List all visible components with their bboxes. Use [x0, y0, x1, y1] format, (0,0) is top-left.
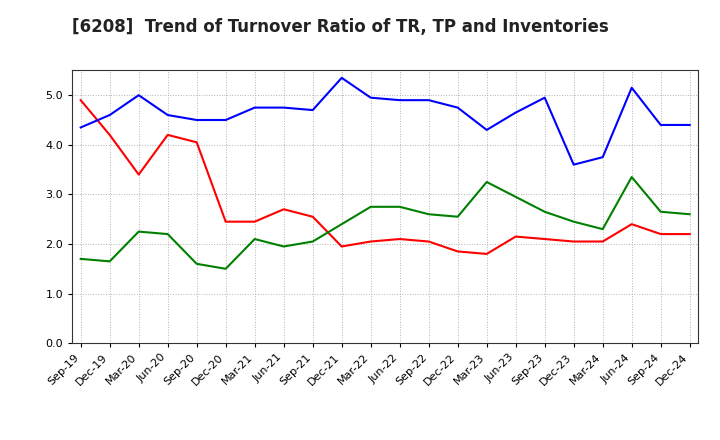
Inventories	[76, 256, 85, 261]
Inventories	[657, 209, 665, 214]
Inventories	[308, 239, 317, 244]
Inventories	[482, 180, 491, 185]
Trade Receivables	[685, 231, 694, 237]
Trade Receivables	[395, 236, 404, 242]
Inventories	[570, 219, 578, 224]
Line: Trade Receivables: Trade Receivables	[81, 100, 690, 254]
Trade Payables	[511, 110, 520, 115]
Inventories	[163, 231, 172, 237]
Trade Receivables	[424, 239, 433, 244]
Trade Payables	[135, 92, 143, 98]
Trade Payables	[251, 105, 259, 110]
Trade Payables	[424, 98, 433, 103]
Trade Receivables	[511, 234, 520, 239]
Inventories	[627, 174, 636, 180]
Trade Receivables	[541, 236, 549, 242]
Trade Payables	[570, 162, 578, 167]
Trade Receivables	[192, 139, 201, 145]
Inventories	[454, 214, 462, 220]
Trade Payables	[338, 75, 346, 81]
Trade Payables	[105, 112, 114, 117]
Inventories	[221, 266, 230, 271]
Trade Receivables	[627, 221, 636, 227]
Trade Payables	[221, 117, 230, 123]
Inventories	[338, 221, 346, 227]
Trade Receivables	[76, 98, 85, 103]
Trade Receivables	[338, 244, 346, 249]
Trade Receivables	[454, 249, 462, 254]
Trade Receivables	[105, 132, 114, 138]
Trade Receivables	[163, 132, 172, 138]
Inventories	[685, 212, 694, 217]
Trade Receivables	[251, 219, 259, 224]
Trade Payables	[366, 95, 375, 100]
Trade Payables	[395, 98, 404, 103]
Trade Receivables	[279, 207, 288, 212]
Trade Payables	[685, 122, 694, 128]
Trade Payables	[163, 112, 172, 117]
Trade Receivables	[598, 239, 607, 244]
Trade Payables	[627, 85, 636, 90]
Text: [6208]  Trend of Turnover Ratio of TR, TP and Inventories: [6208] Trend of Turnover Ratio of TR, TP…	[72, 18, 608, 36]
Trade Payables	[541, 95, 549, 100]
Inventories	[598, 227, 607, 232]
Trade Payables	[192, 117, 201, 123]
Inventories	[511, 194, 520, 199]
Line: Inventories: Inventories	[81, 177, 690, 269]
Trade Receivables	[308, 214, 317, 220]
Inventories	[424, 212, 433, 217]
Trade Receivables	[570, 239, 578, 244]
Inventories	[251, 236, 259, 242]
Trade Receivables	[221, 219, 230, 224]
Line: Trade Payables: Trade Payables	[81, 78, 690, 165]
Trade Payables	[76, 125, 85, 130]
Inventories	[541, 209, 549, 214]
Trade Receivables	[482, 251, 491, 257]
Trade Payables	[454, 105, 462, 110]
Trade Payables	[657, 122, 665, 128]
Inventories	[135, 229, 143, 234]
Inventories	[192, 261, 201, 267]
Inventories	[395, 204, 404, 209]
Trade Payables	[598, 154, 607, 160]
Trade Payables	[308, 107, 317, 113]
Trade Receivables	[657, 231, 665, 237]
Inventories	[105, 259, 114, 264]
Inventories	[279, 244, 288, 249]
Trade Payables	[279, 105, 288, 110]
Trade Receivables	[135, 172, 143, 177]
Trade Payables	[482, 127, 491, 132]
Inventories	[366, 204, 375, 209]
Trade Receivables	[366, 239, 375, 244]
